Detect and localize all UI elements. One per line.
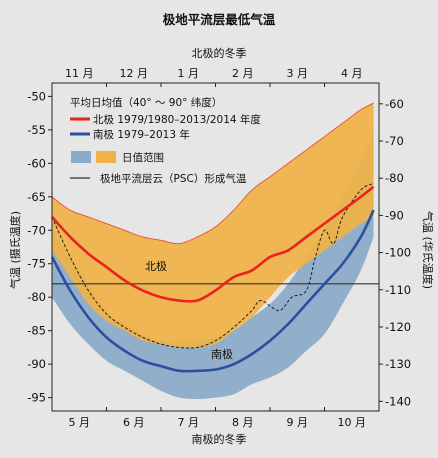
bottom-month-label: 7 月 [178,416,200,429]
legend-psc-label: 极地平流层云（PSC）形成气温 [100,172,247,185]
antarctic-mean-line [50,209,375,373]
legend-arctic-label: 北极 1979/1980–2013/2014 年度 [93,113,261,126]
top-month-label: 12 月 [120,67,149,80]
arctic-extreme-dashed-line [51,182,374,349]
arctic-upper-line [51,102,374,245]
legend-heading: 平均日均值（40° ～ 90° 纬度） [70,96,222,109]
left-tick-label: -55 [27,123,46,137]
left-tick-label: -90 [27,357,46,371]
left-tick-label: -65 [27,190,46,204]
left-tick-label: -75 [27,257,46,271]
axis-ticks: -50 -55 -60 -65 -70 -75 -80 -85 -90 -95 -60 -70 -80 -… [27,67,411,429]
bottom-month-label: 6 月 [123,416,145,429]
legend-range-label: 日值范围 [122,151,164,164]
legend: 平均日均值（40° ～ 90° 纬度） 北极 1979/1980–2013/20… [70,96,261,185]
left-tick-label: -95 [27,391,46,405]
right-tick-label: -110 [385,283,411,297]
bottom-axis-title: 南极的冬季 [192,432,247,446]
right-tick-label: -100 [385,246,411,260]
left-tick-label: -85 [27,324,46,338]
right-tick-label: -60 [385,97,404,111]
left-tick-label: -80 [27,290,46,304]
legend-antarctic-label: 南极 1979–2013 年 [93,128,190,141]
right-tick-label: -130 [385,357,411,371]
arctic-curve-label: 北极 [145,259,167,273]
top-month-label: 1 月 [178,67,200,80]
bottom-month-label: 9 月 [287,416,309,429]
bottom-month-label: 8 月 [232,416,254,429]
left-tick-label: -60 [27,156,46,170]
plot-area [50,83,379,411]
right-tick-label: -120 [385,320,411,334]
left-axis-title: 气温 (摄氏温度) [8,211,22,289]
legend-arctic-range-swatch [96,151,116,163]
chart-title: 极地平流层最低气温 [163,12,276,27]
antarctic-curve-label: 南极 [211,347,233,361]
top-month-label: 11 月 [65,67,94,80]
arctic-mean-line [51,185,375,303]
top-month-label: 4 月 [341,67,363,80]
top-axis-title: 北极的冬季 [192,46,247,60]
arctic-range-band [52,103,374,348]
top-month-label: 2 月 [232,67,254,80]
bottom-month-label: 10 月 [338,416,367,429]
left-tick-label: -50 [27,89,46,103]
right-axis-title: 气温 (华氏温度) [421,211,435,289]
legend-antarctic-range-swatch [71,151,91,163]
left-tick-label: -70 [27,223,46,237]
bottom-month-label: 5 月 [69,416,91,429]
right-tick-label: -90 [385,208,404,222]
right-tick-label: -80 [385,171,404,185]
right-tick-label: -140 [385,394,411,408]
right-tick-label: -70 [385,134,404,148]
top-month-label: 3 月 [287,67,309,80]
